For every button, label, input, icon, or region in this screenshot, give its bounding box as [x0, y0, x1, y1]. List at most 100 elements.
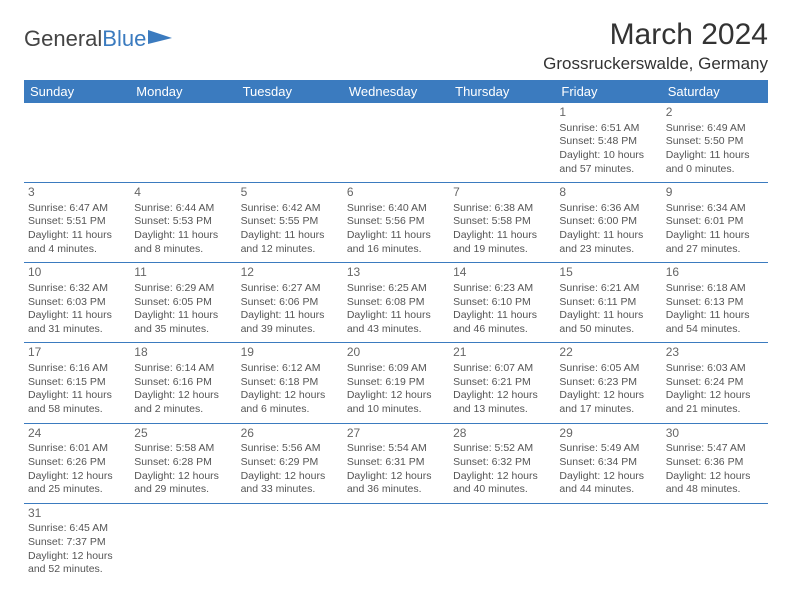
sunrise-text: Sunrise: 6:42 AM [241, 202, 339, 216]
sunset-text: Sunset: 5:53 PM [134, 215, 232, 229]
sunset-text: Sunset: 6:01 PM [666, 215, 764, 229]
sunrise-text: Sunrise: 6:36 AM [559, 202, 657, 216]
day-number: 1 [559, 105, 657, 121]
calendar-week: 1Sunrise: 6:51 AMSunset: 5:48 PMDaylight… [24, 103, 768, 183]
weekday-header: Tuesday [237, 80, 343, 103]
calendar-day: 9Sunrise: 6:34 AMSunset: 6:01 PMDaylight… [662, 183, 768, 263]
calendar-empty [662, 503, 768, 583]
sunrise-text: Sunrise: 6:01 AM [28, 442, 126, 456]
sunrise-text: Sunrise: 6:16 AM [28, 362, 126, 376]
daylight-text: and 33 minutes. [241, 483, 339, 497]
calendar-empty [449, 503, 555, 583]
sunrise-text: Sunrise: 5:56 AM [241, 442, 339, 456]
daylight-text: Daylight: 11 hours [666, 309, 764, 323]
daylight-text: Daylight: 12 hours [453, 389, 551, 403]
calendar-day: 22Sunrise: 6:05 AMSunset: 6:23 PMDayligh… [555, 343, 661, 423]
daylight-text: Daylight: 11 hours [347, 309, 445, 323]
day-number: 8 [559, 185, 657, 201]
daylight-text: Daylight: 11 hours [453, 309, 551, 323]
daylight-text: and 13 minutes. [453, 403, 551, 417]
sunset-text: Sunset: 6:36 PM [666, 456, 764, 470]
day-number: 21 [453, 345, 551, 361]
daylight-text: Daylight: 11 hours [241, 229, 339, 243]
sunset-text: Sunset: 6:13 PM [666, 296, 764, 310]
calendar-week: 24Sunrise: 6:01 AMSunset: 6:26 PMDayligh… [24, 423, 768, 503]
daylight-text: Daylight: 10 hours [559, 149, 657, 163]
calendar-day: 13Sunrise: 6:25 AMSunset: 6:08 PMDayligh… [343, 263, 449, 343]
daylight-text: Daylight: 11 hours [666, 149, 764, 163]
calendar-day: 7Sunrise: 6:38 AMSunset: 5:58 PMDaylight… [449, 183, 555, 263]
sunset-text: Sunset: 5:50 PM [666, 135, 764, 149]
logo-text-blue: Blue [102, 26, 146, 52]
day-number: 22 [559, 345, 657, 361]
calendar-empty [237, 103, 343, 183]
logo-text-general: General [24, 26, 102, 52]
day-number: 28 [453, 426, 551, 442]
daylight-text: and 35 minutes. [134, 323, 232, 337]
sunrise-text: Sunrise: 6:03 AM [666, 362, 764, 376]
calendar-empty [130, 503, 236, 583]
day-number: 17 [28, 345, 126, 361]
daylight-text: Daylight: 12 hours [134, 389, 232, 403]
daylight-text: Daylight: 12 hours [134, 470, 232, 484]
sunset-text: Sunset: 5:55 PM [241, 215, 339, 229]
daylight-text: and 25 minutes. [28, 483, 126, 497]
calendar-day: 25Sunrise: 5:58 AMSunset: 6:28 PMDayligh… [130, 423, 236, 503]
calendar-day: 19Sunrise: 6:12 AMSunset: 6:18 PMDayligh… [237, 343, 343, 423]
day-number: 24 [28, 426, 126, 442]
calendar-day: 21Sunrise: 6:07 AMSunset: 6:21 PMDayligh… [449, 343, 555, 423]
calendar-day: 5Sunrise: 6:42 AMSunset: 5:55 PMDaylight… [237, 183, 343, 263]
calendar-day: 27Sunrise: 5:54 AMSunset: 6:31 PMDayligh… [343, 423, 449, 503]
sunset-text: Sunset: 6:32 PM [453, 456, 551, 470]
calendar-day: 4Sunrise: 6:44 AMSunset: 5:53 PMDaylight… [130, 183, 236, 263]
daylight-text: Daylight: 12 hours [559, 389, 657, 403]
daylight-text: and 36 minutes. [347, 483, 445, 497]
logo: GeneralBlue [24, 26, 174, 52]
weekday-header: Wednesday [343, 80, 449, 103]
calendar-day: 23Sunrise: 6:03 AMSunset: 6:24 PMDayligh… [662, 343, 768, 423]
calendar-week: 10Sunrise: 6:32 AMSunset: 6:03 PMDayligh… [24, 263, 768, 343]
daylight-text: Daylight: 12 hours [28, 470, 126, 484]
daylight-text: and 27 minutes. [666, 243, 764, 257]
day-number: 11 [134, 265, 232, 281]
calendar-empty [449, 103, 555, 183]
sunrise-text: Sunrise: 6:09 AM [347, 362, 445, 376]
daylight-text: Daylight: 11 hours [241, 309, 339, 323]
daylight-text: Daylight: 11 hours [347, 229, 445, 243]
day-number: 31 [28, 506, 126, 522]
weekday-header: Friday [555, 80, 661, 103]
sunrise-text: Sunrise: 6:44 AM [134, 202, 232, 216]
sunset-text: Sunset: 6:29 PM [241, 456, 339, 470]
sunset-text: Sunset: 5:48 PM [559, 135, 657, 149]
daylight-text: Daylight: 12 hours [666, 470, 764, 484]
sunrise-text: Sunrise: 5:54 AM [347, 442, 445, 456]
day-number: 27 [347, 426, 445, 442]
sunset-text: Sunset: 6:34 PM [559, 456, 657, 470]
daylight-text: and 6 minutes. [241, 403, 339, 417]
day-number: 3 [28, 185, 126, 201]
calendar-day: 30Sunrise: 5:47 AMSunset: 6:36 PMDayligh… [662, 423, 768, 503]
sunset-text: Sunset: 6:23 PM [559, 376, 657, 390]
sunrise-text: Sunrise: 6:47 AM [28, 202, 126, 216]
sunset-text: Sunset: 6:19 PM [347, 376, 445, 390]
calendar-day: 11Sunrise: 6:29 AMSunset: 6:05 PMDayligh… [130, 263, 236, 343]
day-number: 13 [347, 265, 445, 281]
calendar-empty [237, 503, 343, 583]
daylight-text: Daylight: 11 hours [134, 229, 232, 243]
daylight-text: Daylight: 12 hours [241, 470, 339, 484]
daylight-text: Daylight: 12 hours [666, 389, 764, 403]
sunrise-text: Sunrise: 6:49 AM [666, 122, 764, 136]
day-number: 14 [453, 265, 551, 281]
day-number: 20 [347, 345, 445, 361]
calendar-day: 3Sunrise: 6:47 AMSunset: 5:51 PMDaylight… [24, 183, 130, 263]
daylight-text: Daylight: 11 hours [28, 389, 126, 403]
day-number: 30 [666, 426, 764, 442]
daylight-text: Daylight: 11 hours [453, 229, 551, 243]
daylight-text: and 44 minutes. [559, 483, 657, 497]
day-number: 2 [666, 105, 764, 121]
title-block: March 2024 Grossruckerswalde, Germany [543, 18, 768, 74]
sunrise-text: Sunrise: 6:51 AM [559, 122, 657, 136]
weekday-header: Monday [130, 80, 236, 103]
calendar-day: 20Sunrise: 6:09 AMSunset: 6:19 PMDayligh… [343, 343, 449, 423]
daylight-text: and 23 minutes. [559, 243, 657, 257]
